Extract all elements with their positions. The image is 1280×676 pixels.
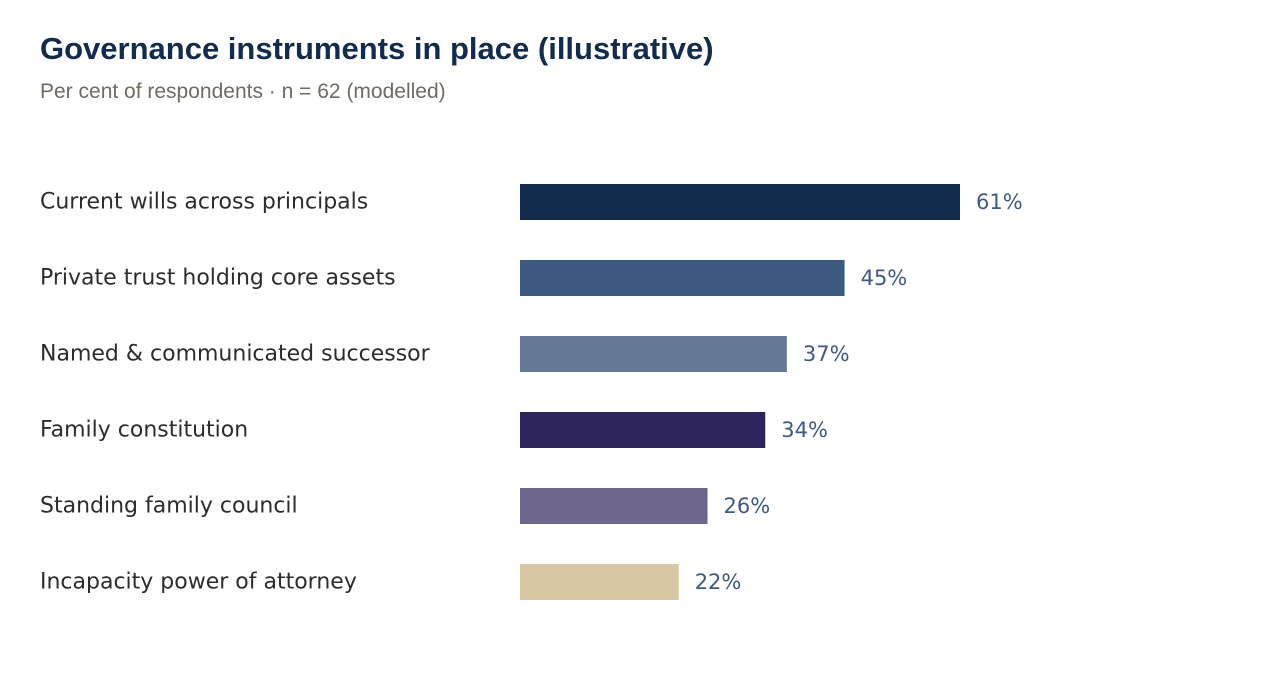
bar-row: Incapacity power of attorney 22% xyxy=(40,564,741,600)
chart-subtitle: Per cent of respondents · n = 62 (modell… xyxy=(40,80,446,103)
bar-row: Family constitution 34% xyxy=(40,412,828,448)
bar-row: Standing family council 26% xyxy=(40,488,770,524)
value-label: 45% xyxy=(861,266,908,290)
bar-row: Named & communicated successor 37% xyxy=(40,336,850,372)
value-label: 26% xyxy=(724,494,771,518)
category-label: Incapacity power of attorney xyxy=(40,570,357,595)
category-label: Standing family council xyxy=(40,494,298,519)
bar-row: Current wills across principals 61% xyxy=(40,184,1023,220)
bar xyxy=(520,488,708,524)
category-label: Private trust holding core assets xyxy=(40,266,396,291)
bar xyxy=(520,184,960,220)
category-label: Named & communicated successor xyxy=(40,342,431,367)
chart-title: Governance instruments in place (illustr… xyxy=(40,31,714,66)
bar xyxy=(520,564,679,600)
value-label: 22% xyxy=(695,570,742,594)
bar xyxy=(520,260,845,296)
bar xyxy=(520,336,787,372)
value-label: 61% xyxy=(976,190,1023,214)
category-label: Current wills across principals xyxy=(40,190,368,215)
bar xyxy=(520,412,766,448)
bar-row: Private trust holding core assets 45% xyxy=(40,260,907,296)
category-label: Family constitution xyxy=(40,418,248,443)
value-label: 37% xyxy=(803,342,850,366)
value-label: 34% xyxy=(781,418,828,442)
